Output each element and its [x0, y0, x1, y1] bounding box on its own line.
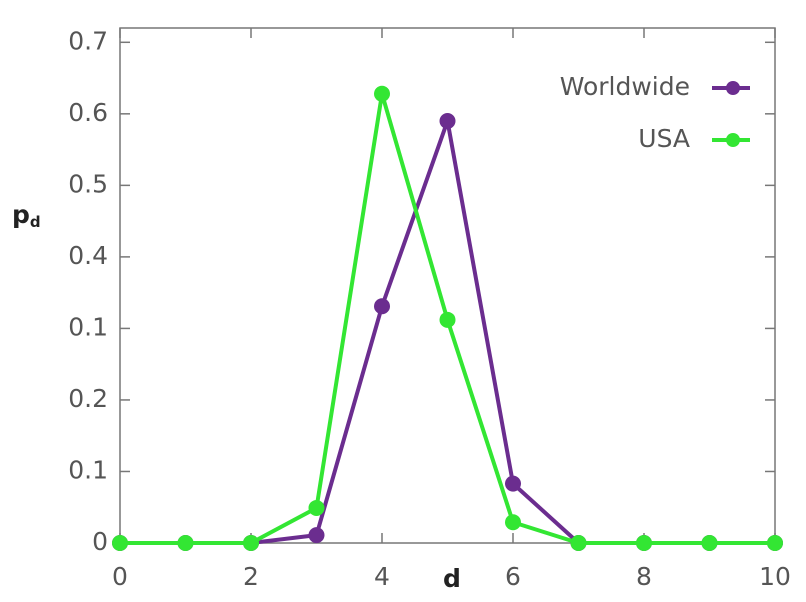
y-tick-label: 0: [92, 527, 108, 556]
x-tick-label: 6: [505, 562, 521, 591]
y-tick-label: 0.7: [68, 26, 108, 55]
y-tick-label: 0.1: [68, 312, 108, 341]
legend-swatch-dot: [726, 81, 740, 95]
data-point: [701, 535, 718, 551]
y-tick-label: 0.5: [68, 169, 108, 198]
data-point: [439, 112, 456, 129]
y-tick-label: 0.2: [68, 384, 108, 413]
data-point: [177, 535, 194, 551]
data-point: [636, 535, 652, 551]
y-axis-label-sub: d: [30, 213, 41, 231]
data-point: [767, 535, 783, 551]
data-point: [308, 499, 325, 516]
data-point: [243, 535, 259, 551]
data-point: [374, 85, 390, 102]
x-tick-label: 10: [759, 562, 791, 591]
legend-label: Worldwide: [560, 72, 690, 101]
y-axis-label-main: p: [12, 200, 30, 229]
y-axis-label: pd: [12, 200, 41, 231]
legend-label: USA: [638, 124, 690, 153]
x-tick-label: 0: [112, 562, 128, 591]
data-point: [505, 475, 521, 492]
series-line: [120, 118, 775, 545]
x-tick-label: 2: [243, 562, 259, 591]
plot-frame: [119, 27, 776, 544]
data-point: [505, 514, 521, 531]
y-tick-label: 0.4: [68, 241, 108, 270]
data-point: [112, 535, 128, 551]
data-point: [570, 535, 587, 551]
data-point: [374, 298, 390, 315]
x-axis-label: d: [443, 564, 461, 593]
data-point: [439, 311, 456, 328]
legend-swatch-dot: [726, 133, 740, 147]
data-point: [308, 527, 325, 544]
x-tick-label: 8: [636, 562, 652, 591]
x-tick-label: 4: [374, 562, 390, 591]
y-tick-label: 0.1: [68, 455, 108, 484]
y-tick-label: 0.6: [68, 98, 108, 127]
